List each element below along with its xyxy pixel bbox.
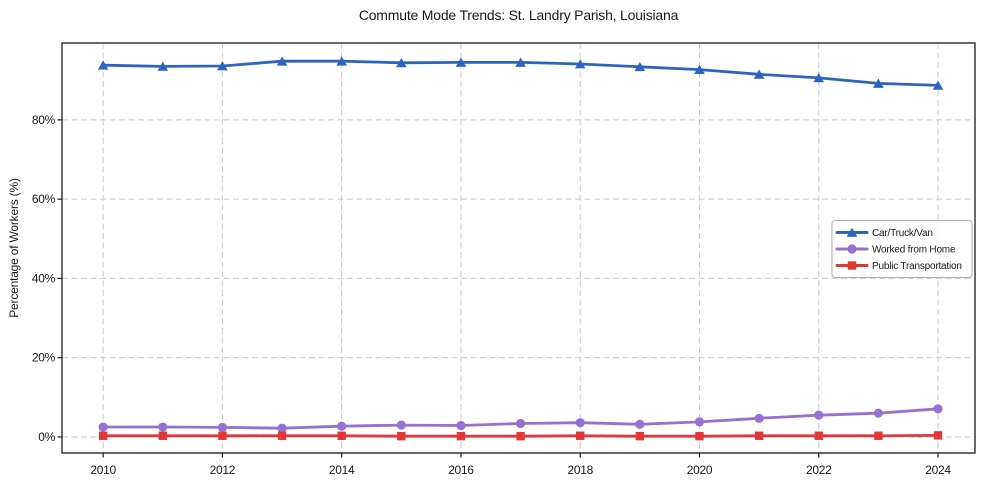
series-public-transportation xyxy=(98,431,943,441)
data-point-worked-from-home xyxy=(98,422,108,432)
legend-label-car-truck-van: Car/Truck/Van xyxy=(872,228,933,239)
data-point-worked-from-home xyxy=(277,423,287,433)
data-point-car-truck-van xyxy=(97,60,109,70)
data-point-car-truck-van xyxy=(157,61,169,71)
legend-entry-car-truck-van: Car/Truck/Van xyxy=(835,227,933,239)
data-point-public-transportation xyxy=(397,431,406,441)
y-tick-label: 80% xyxy=(32,113,56,127)
data-point-worked-from-home xyxy=(515,418,526,429)
data-point-worked-from-home xyxy=(635,419,645,429)
data-point-worked-from-home xyxy=(456,420,466,431)
legend-marker-public-transportation xyxy=(847,261,857,270)
data-point-worked-from-home xyxy=(396,420,406,430)
data-point-public-transportation xyxy=(635,431,645,441)
data-point-public-transportation xyxy=(576,431,585,440)
data-point-worked-from-home xyxy=(814,410,824,420)
data-point-public-transportation xyxy=(874,431,883,440)
data-point-worked-from-home xyxy=(933,404,943,414)
x-tick-label: 2018 xyxy=(567,463,593,477)
data-point-public-transportation xyxy=(933,431,943,440)
data-point-worked-from-home xyxy=(158,422,168,432)
data-point-car-truck-van xyxy=(634,61,646,72)
data-point-car-truck-van xyxy=(932,80,944,90)
y-tick-label: 60% xyxy=(32,192,56,206)
data-point-public-transportation xyxy=(814,431,823,440)
chart-title: Commute Mode Trends: St. Landry Parish, … xyxy=(358,7,679,23)
data-point-public-transportation xyxy=(98,431,108,440)
y-tick-label: 40% xyxy=(32,271,56,285)
series-worked-from-home xyxy=(98,404,943,433)
data-point-car-truck-van xyxy=(873,78,884,88)
data-point-worked-from-home xyxy=(337,421,347,431)
data-point-worked-from-home xyxy=(873,408,883,418)
data-point-public-transportation xyxy=(754,431,764,440)
data-point-public-transportation xyxy=(218,431,227,440)
data-point-car-truck-van xyxy=(336,56,347,66)
legend: Car/Truck/Van Worked from Home Public Tran… xyxy=(831,220,973,278)
data-point-worked-from-home xyxy=(754,413,764,423)
data-point-worked-from-home xyxy=(217,422,228,433)
legend-label-public-transportation: Public Transportation xyxy=(872,261,962,272)
x-tick-label: 2024 xyxy=(925,463,951,477)
data-point-car-truck-van xyxy=(217,61,228,71)
legend-box xyxy=(831,220,973,278)
data-point-car-truck-van xyxy=(753,69,765,79)
data-point-car-truck-van xyxy=(694,64,705,74)
data-point-car-truck-van xyxy=(813,73,825,83)
data-point-worked-from-home xyxy=(575,418,585,428)
axes-spines xyxy=(61,42,976,454)
x-tick-label: 2020 xyxy=(687,463,713,477)
legend-entry-public-transportation: Public Transportation xyxy=(835,261,962,272)
data-point-worked-from-home xyxy=(694,417,705,427)
data-point-public-transportation xyxy=(158,431,167,440)
legend-entry-worked-from-home: Worked from Home xyxy=(835,244,956,256)
data-point-car-truck-van xyxy=(574,59,586,69)
data-point-car-truck-van xyxy=(276,56,288,66)
data-point-public-transportation xyxy=(456,431,466,441)
legend-label-worked-from-home: Worked from Home xyxy=(872,245,956,256)
data-point-public-transportation xyxy=(695,431,704,441)
x-tick-label: 2014 xyxy=(329,463,355,477)
data-point-car-truck-van xyxy=(396,58,407,68)
y-tick-label: 0% xyxy=(38,430,55,444)
data-point-car-truck-van xyxy=(515,57,526,67)
data-point-car-truck-van xyxy=(455,57,467,67)
x-tick-label: 2016 xyxy=(448,463,474,477)
x-tick-label: 2012 xyxy=(210,463,236,477)
data-point-public-transportation xyxy=(277,431,287,440)
x-tick-label: 2022 xyxy=(806,463,832,477)
x-tick-label: 2010 xyxy=(90,463,116,477)
legend-marker-worked-from-home xyxy=(847,244,857,254)
data-point-public-transportation xyxy=(516,431,525,441)
legend-marker-car-truck-van xyxy=(846,227,858,237)
y-tick-label: 20% xyxy=(32,351,56,365)
data-point-public-transportation xyxy=(337,431,346,440)
series-car-truck-van xyxy=(97,56,944,90)
